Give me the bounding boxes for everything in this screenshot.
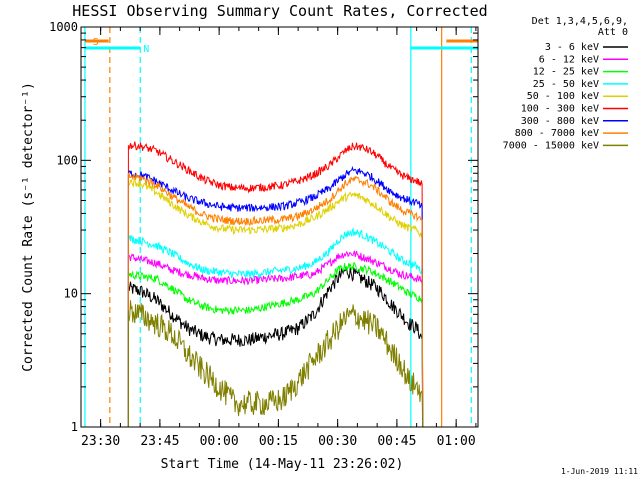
legend-entry-label: 12 - 25 keV xyxy=(533,67,599,78)
legend-entry-label: 50 - 100 keV xyxy=(527,91,599,102)
chart-title: HESSI Observing Summary Count Rates, Cor… xyxy=(72,2,487,20)
flag-label-n: N xyxy=(143,44,149,55)
x-tick-label: 23:30 xyxy=(81,434,120,449)
legend-entry-label: 800 - 7000 keV xyxy=(515,128,599,139)
x-tick-label: 23:45 xyxy=(140,434,179,449)
series-line-3-6-kev xyxy=(127,266,424,428)
y-axis-label: Corrected Count Rate (s⁻¹ detector⁻¹) xyxy=(21,82,36,372)
x-tick-label: 00:30 xyxy=(318,434,357,449)
series-line-800-7000-kev xyxy=(127,172,424,428)
series-line-100-300-kev xyxy=(127,141,424,428)
y-tick-label: 100 xyxy=(56,153,78,167)
time-markers xyxy=(84,27,472,427)
y-tick-label: 1 xyxy=(71,420,78,434)
series-lines xyxy=(127,141,424,428)
axes: 23:30 23:45 00:00 00:15 00:30 00:45 01:00 1 10 10… xyxy=(49,20,478,449)
series-line-50-100-kev xyxy=(127,177,424,428)
x-tick-label: 00:45 xyxy=(377,434,416,449)
legend-entry-label: 3 - 6 keV xyxy=(545,42,599,53)
date-stamp: 1-Jun-2019 11:11 xyxy=(561,467,638,476)
legend-header-line: Det 1,3,4,5,6,9, xyxy=(532,16,628,27)
series-line-300-800-kev xyxy=(127,165,424,428)
x-tick-label: 01:00 xyxy=(437,434,476,449)
series-line-12-25-kev xyxy=(127,262,424,428)
legend-entry-label: 7000 - 15000 keV xyxy=(503,140,599,151)
legend-entry-label: 300 - 800 keV xyxy=(521,116,599,127)
legend-header-line: Att 0 xyxy=(598,27,628,38)
y-tick-label: 10 xyxy=(64,287,78,301)
x-tick-label: 00:15 xyxy=(259,434,298,449)
flag-bars: SN xyxy=(84,37,478,55)
series-line-7000-15000-kev xyxy=(127,300,424,428)
flag-label-s: S xyxy=(93,37,99,48)
series-line-25-50-kev xyxy=(127,227,424,428)
series-line-6-12-kev xyxy=(127,250,424,428)
legend-entry-label: 100 - 300 keV xyxy=(521,104,599,115)
x-axis-label: Start Time (14-May-11 23:26:02) xyxy=(161,457,404,472)
legend-entry-label: 6 - 12 keV xyxy=(539,54,599,65)
x-tick-label: 00:00 xyxy=(200,434,239,449)
y-tick-label: 1000 xyxy=(49,20,78,34)
legend-entry-label: 25 - 50 keV xyxy=(533,79,599,90)
plot-frame xyxy=(80,26,479,428)
